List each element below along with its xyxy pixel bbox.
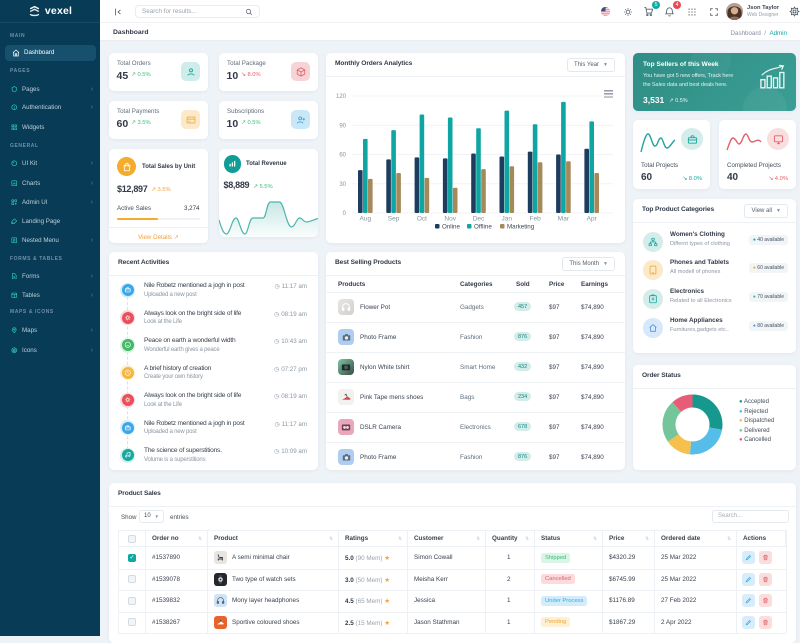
- svg-text:Dec: Dec: [473, 216, 485, 223]
- svg-text:Sep: Sep: [388, 216, 400, 223]
- svg-text:Online: Online: [442, 224, 460, 231]
- svg-text:Apr: Apr: [587, 216, 598, 223]
- svg-text:Nov: Nov: [444, 216, 456, 223]
- svg-text:Jan: Jan: [502, 216, 513, 223]
- svg-text:Feb: Feb: [529, 216, 541, 223]
- svg-text:120: 120: [336, 94, 347, 100]
- svg-text:Aug: Aug: [360, 216, 372, 223]
- svg-text:0: 0: [343, 211, 347, 217]
- svg-text:60: 60: [339, 153, 346, 159]
- svg-text:Offline: Offline: [474, 224, 492, 231]
- svg-text:30: 30: [339, 182, 346, 188]
- svg-text:Mar: Mar: [558, 216, 570, 223]
- svg-text:Oct: Oct: [417, 216, 427, 223]
- svg-text:90: 90: [339, 123, 346, 129]
- svg-text:Marketing: Marketing: [507, 224, 535, 231]
